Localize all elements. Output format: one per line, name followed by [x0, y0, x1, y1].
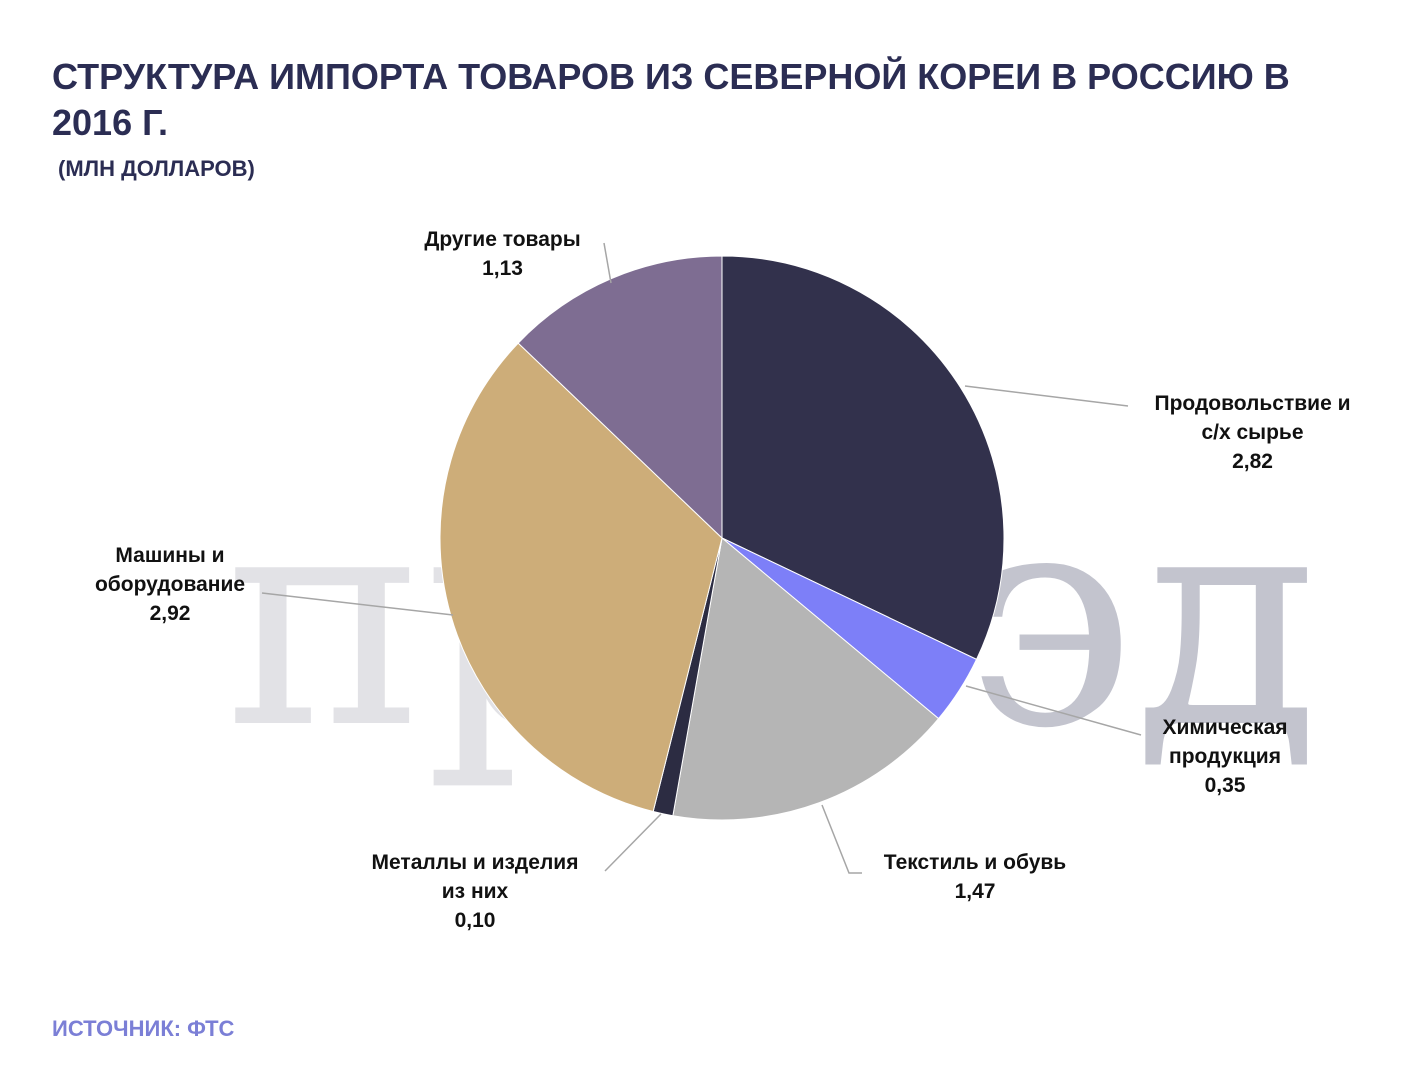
data-label: Текстиль и обувь 1,47 [860, 848, 1090, 906]
source-note: ИСТОЧНИК: ФТС [52, 1016, 235, 1041]
data-label-name: Другие товары [424, 228, 581, 251]
data-label: Металлы и изделия из них 0,10 [340, 848, 610, 935]
leader-line [261, 592, 454, 616]
data-label-value: 1,13 [482, 257, 523, 280]
data-label-name: Металлы и изделия [371, 851, 579, 874]
pie-slice [721, 255, 1005, 661]
data-label-value: 0,10 [454, 909, 496, 932]
chart-title: СТРУКТУРА ИМПОРТА ТОВАРОВ ИЗ СЕВЕРНОЙ КО… [52, 56, 1290, 143]
leader-line [603, 242, 612, 284]
pie-slice [517, 255, 723, 540]
data-label: Другие товары 1,13 [395, 225, 610, 283]
data-label-value: 2,82 [1232, 450, 1273, 473]
data-label: Машины и оборудование 2,92 [70, 541, 270, 628]
data-label: Продовольствие и с/х сырье 2,82 [1120, 389, 1385, 476]
data-label-value: 0,35 [1204, 774, 1246, 797]
data-label-name: с/х сырье [1201, 421, 1304, 444]
data-label-name: Машины и [115, 544, 225, 567]
data-label-name: из них [441, 880, 509, 903]
chart-subtitle: (МЛН ДОЛЛАРОВ) [58, 156, 255, 181]
data-label-name: продукция [1169, 745, 1281, 768]
leader-line [821, 804, 862, 874]
data-label-name: Текстиль и обувь [883, 851, 1067, 874]
leader-line [604, 813, 662, 872]
data-label-name: Химическая [1162, 716, 1288, 739]
leader-line [965, 685, 1142, 736]
data-label-name: оборудование [94, 573, 246, 596]
leader-line [964, 385, 1129, 407]
data-label-name: Продовольствие и [1154, 392, 1351, 415]
data-label: Химическая продукция 0,35 [1125, 713, 1325, 800]
pie-slice [439, 342, 723, 813]
data-label-value: 2,92 [149, 602, 191, 625]
pie-slice [672, 537, 940, 821]
data-label-value: 1,47 [954, 880, 996, 903]
